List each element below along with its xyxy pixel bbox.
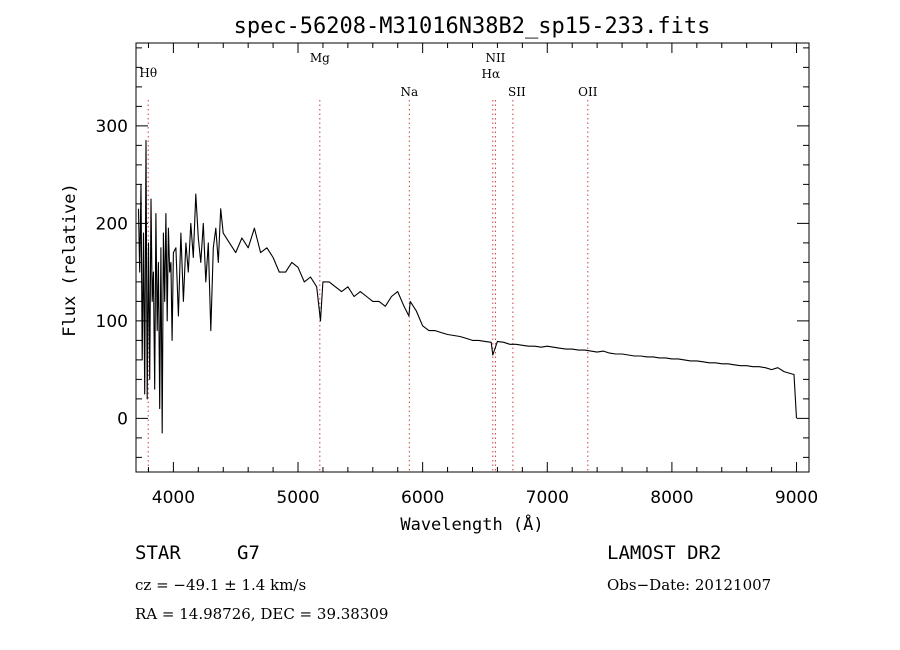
coordinates-text: RA = 14.98726, DEC = 39.38309 xyxy=(135,605,388,623)
line-label-4: Hα xyxy=(482,67,501,81)
x-tick-label-5000: 5000 xyxy=(276,488,319,508)
y-tick-label-200: 200 xyxy=(96,214,128,234)
x-tick-label-7000: 7000 xyxy=(526,488,569,508)
line-label-6: OII xyxy=(578,85,598,99)
x-tick-label-4000: 4000 xyxy=(152,488,195,508)
y-axis-label: Flux (relative) xyxy=(60,183,80,337)
line-label-2: Na xyxy=(400,85,418,99)
line-label-3: NII xyxy=(485,51,505,65)
y-tick-label-100: 100 xyxy=(96,312,128,332)
obs-date: Obs−Date: 20121007 xyxy=(607,576,771,594)
x-axis-label: Wavelength (Å) xyxy=(400,513,543,535)
line-label-5: SII xyxy=(508,85,526,99)
line-label-0: Hθ xyxy=(139,66,157,80)
survey-name: LAMOST DR2 xyxy=(607,542,721,564)
x-tick-label-9000: 9000 xyxy=(775,488,818,508)
x-tick-label-8000: 8000 xyxy=(650,488,693,508)
object-class: STAR xyxy=(135,542,181,564)
plot-frame xyxy=(135,42,810,473)
line-label-1: Mg xyxy=(310,51,330,65)
spectrum-line xyxy=(137,139,798,434)
redshift-text: cz = −49.1 ± 1.4 km/s xyxy=(135,576,306,594)
y-tick-label-300: 300 xyxy=(96,117,128,137)
chart-title: spec-56208-M31016N38B2_sp15-233.fits xyxy=(234,14,711,39)
y-tick-label-0: 0 xyxy=(117,409,128,429)
x-tick-label-6000: 6000 xyxy=(401,488,444,508)
subclass: G7 xyxy=(237,542,260,564)
